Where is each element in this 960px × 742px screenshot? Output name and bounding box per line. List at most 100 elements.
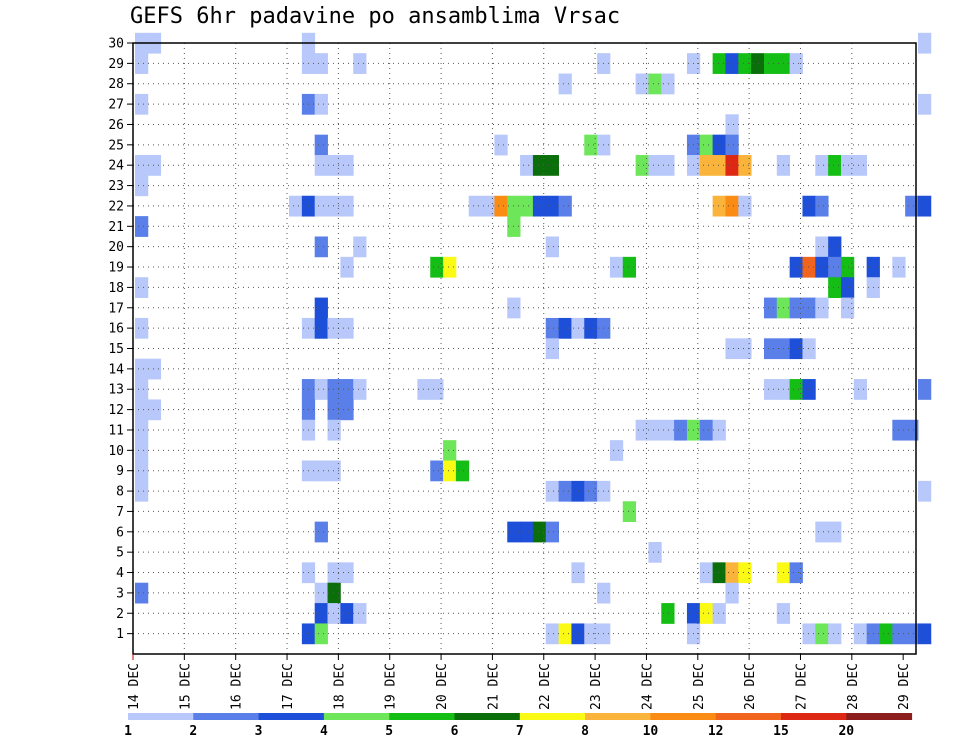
- heatmap-cell: [135, 277, 149, 298]
- y-tick-label: 11: [108, 423, 124, 438]
- heatmap-cell: [135, 175, 149, 197]
- heatmap-cell: [455, 460, 470, 482]
- x-tick-label: 15 DEC: [178, 663, 193, 710]
- heatmap-cell: [147, 155, 162, 176]
- heatmap-cell: [738, 338, 752, 360]
- heatmap-cell: [327, 399, 341, 421]
- heatmap-cell: [763, 379, 778, 400]
- heatmap-cell: [609, 256, 624, 278]
- heatmap-cell: [648, 541, 662, 563]
- heatmap-cell: [443, 440, 457, 461]
- heatmap-cell: [725, 338, 739, 360]
- heatmap-cell: [443, 460, 457, 482]
- heatmap-cell: [840, 256, 855, 278]
- heatmap-cell: [661, 603, 675, 624]
- heatmap-cell: [853, 623, 868, 645]
- colorbar-label: 3: [255, 724, 263, 739]
- colorbar-swatch: [389, 713, 455, 720]
- heatmap-cell: [725, 155, 739, 176]
- heatmap-cell: [340, 399, 354, 421]
- y-tick-label: 10: [108, 444, 124, 459]
- colorbar-swatch: [519, 713, 586, 720]
- y-tick-label: 7: [116, 505, 124, 520]
- heatmap-cell: [763, 53, 778, 74]
- heatmap-cell: [135, 155, 149, 176]
- heatmap-cell: [558, 317, 572, 339]
- x-tick-label: 17 DEC: [281, 663, 296, 710]
- heatmap-cell: [327, 195, 341, 217]
- heatmap-cell: [327, 379, 341, 400]
- heatmap-cell: [584, 623, 598, 645]
- heatmap-cell: [532, 195, 547, 217]
- heatmap-cell: [918, 623, 932, 645]
- heatmap-cell: [584, 480, 598, 502]
- y-tick-label: 30: [108, 37, 124, 52]
- heatmap-cell: [622, 501, 637, 523]
- y-tick-label: 29: [108, 57, 124, 72]
- colorbar-label: 15: [773, 724, 789, 739]
- heatmap-cell: [340, 155, 354, 176]
- colorbar-label: 8: [581, 724, 589, 739]
- heatmap-cell: [520, 195, 534, 217]
- heatmap-cell: [802, 379, 816, 400]
- heatmap-cell: [520, 155, 534, 176]
- heatmap-cell: [802, 623, 816, 645]
- heatmap-cell: [545, 236, 559, 258]
- heatmap-cell: [712, 195, 726, 217]
- heatmap-cell: [443, 256, 457, 278]
- y-tick-label: 22: [108, 199, 124, 214]
- heatmap-cell: [327, 603, 341, 624]
- heatmap-cell: [905, 195, 919, 217]
- heatmap-cell: [828, 521, 842, 543]
- heatmap-cell: [558, 73, 572, 95]
- heatmap-cell: [430, 460, 444, 482]
- heatmap-cell: [725, 134, 739, 156]
- heatmap-cell: [135, 216, 149, 237]
- heatmap-cell: [815, 155, 829, 176]
- heatmap-cell: [918, 93, 932, 115]
- heatmap-cell: [314, 134, 328, 156]
- heatmap-cell: [520, 521, 534, 543]
- colorbar-label: 5: [385, 724, 393, 739]
- heatmap-cell: [840, 277, 855, 298]
- heatmap-cell: [327, 460, 341, 482]
- heatmap-cell: [340, 379, 354, 400]
- heatmap-cell: [725, 195, 739, 217]
- heatmap-cell: [712, 53, 726, 74]
- heatmap-cell: [661, 155, 675, 176]
- colorbar-label: 12: [708, 724, 724, 739]
- heatmap-cell: [853, 155, 868, 176]
- heatmap-cell: [738, 53, 752, 74]
- heatmap-cell: [815, 297, 829, 319]
- x-tick-label: 23 DEC: [589, 663, 604, 710]
- colorbar-swatch: [781, 713, 847, 720]
- y-tick-label: 26: [108, 118, 124, 133]
- y-tick-label: 15: [108, 342, 124, 357]
- colorbar-swatch: [585, 713, 651, 720]
- y-tick-label: 12: [108, 403, 124, 418]
- heatmap-cell: [327, 582, 341, 604]
- colorbar-label: 4: [320, 724, 328, 739]
- heatmap-cell: [135, 53, 149, 74]
- heatmap-cell: [840, 155, 855, 176]
- y-tick-label: 24: [108, 159, 124, 174]
- heatmap-cell: [314, 53, 328, 74]
- colorbar-label: 20: [838, 724, 854, 739]
- heatmap-cell: [712, 562, 726, 584]
- heatmap-cell: [558, 623, 572, 645]
- colorbar-label: 7: [516, 724, 524, 739]
- y-tick-label: 28: [108, 77, 124, 92]
- heatmap-cell: [135, 460, 149, 482]
- x-tick-label: 14 DEC: [127, 663, 142, 710]
- colorbar-swatch: [650, 713, 717, 720]
- heatmap-cell: [789, 338, 803, 360]
- heatmap-cell: [147, 399, 162, 421]
- y-tick-label: 5: [116, 546, 124, 561]
- cells-layer: [135, 32, 932, 645]
- heatmap-cell: [725, 582, 739, 604]
- y-tick-label: 25: [108, 138, 124, 153]
- heatmap-cell: [314, 195, 328, 217]
- heatmap-cell: [635, 155, 649, 176]
- heatmap-cell: [314, 379, 328, 400]
- y-tick-label: 17: [108, 301, 124, 316]
